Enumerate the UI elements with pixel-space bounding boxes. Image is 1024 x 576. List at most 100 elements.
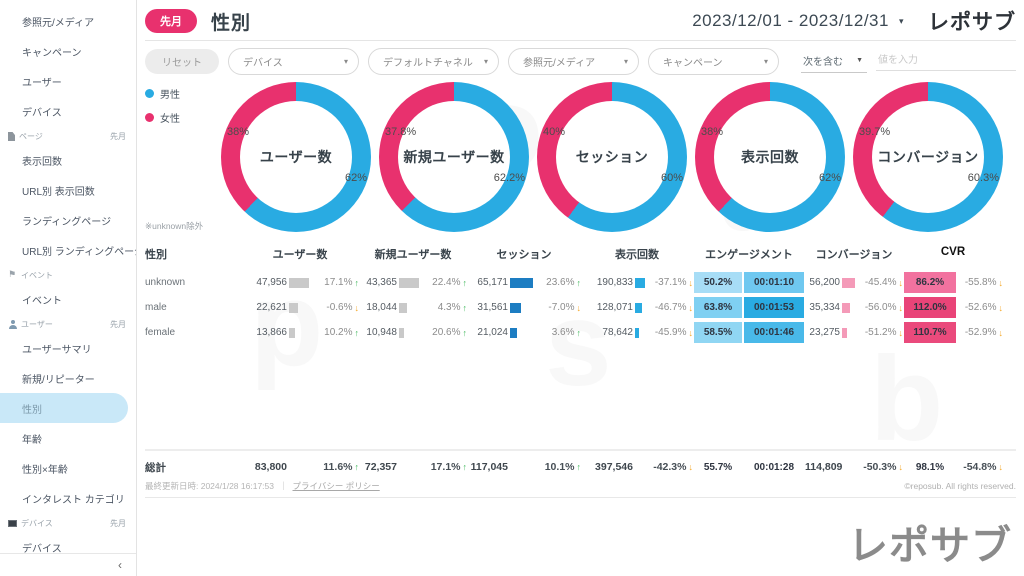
page-footer: 最終更新日時: 2024/1/28 16:17:53 ｜ プライバシー ポリシー… bbox=[145, 480, 1016, 498]
donut-female-percent: 38% bbox=[701, 125, 724, 138]
period-badge[interactable]: 先月 bbox=[145, 9, 197, 33]
change-percent-cell: -45.9% ↓ bbox=[654, 327, 693, 338]
sidebar-item[interactable]: イベント bbox=[22, 295, 62, 307]
sidebar-item[interactable]: 年齢 bbox=[22, 434, 42, 446]
sidebar-section: イベント bbox=[0, 265, 136, 284]
value-bar bbox=[289, 302, 298, 313]
donut-chart: セッション 40% 60% bbox=[537, 82, 687, 232]
value-bar bbox=[635, 277, 645, 288]
filter-bar: リセット デバイス ▾ デフォルトチャネル ▾ 参照元/メディア ▾ キャンペー… bbox=[145, 47, 1016, 75]
arrow-up-icon: ↑ bbox=[576, 277, 582, 288]
arrow-down-icon: ↓ bbox=[688, 462, 694, 472]
sidebar-section-label: デバイス bbox=[21, 519, 53, 528]
sidebar-item[interactable]: URL別 表示回数 bbox=[22, 186, 95, 198]
gender-table: 性別 ユーザー数 新規ユーザー数 セッション 表示回数 エンゲージメント コンバ… bbox=[145, 246, 1003, 345]
event-icon bbox=[8, 269, 17, 280]
donut-male-percent: 62% bbox=[344, 172, 367, 184]
donut-title: セッション bbox=[575, 149, 649, 165]
col-header-engagement: エンゲージメント bbox=[705, 249, 793, 261]
filter-dropdown-label: デバイス bbox=[243, 57, 283, 69]
change-percent-cell: 17.1% ↑ bbox=[324, 277, 360, 288]
legend-item-female: 女性 bbox=[145, 110, 209, 125]
sidebar-section-label: ページ bbox=[19, 132, 43, 141]
col-header-sessions: セッション bbox=[496, 249, 552, 261]
donut-chart: 表示回数 38% 62% bbox=[695, 82, 845, 232]
sidebar-item[interactable]: ランディングページ bbox=[22, 216, 112, 228]
footer-separator: ｜ bbox=[279, 481, 288, 491]
arrow-down-icon: ↓ bbox=[898, 327, 904, 338]
change-percent-cell: 20.6% ↑ bbox=[432, 327, 467, 338]
col-header-new-users: 新規ユーザー数 bbox=[374, 249, 452, 261]
date-range-picker[interactable]: 2023/12/01 - 2023/12/31 ▾ bbox=[692, 11, 904, 31]
donut-female-percent: 39.7% bbox=[859, 125, 891, 138]
privacy-policy-link[interactable]: プライバシー ポリシー bbox=[292, 481, 380, 491]
metric-value-cell: 43,365 bbox=[359, 277, 423, 288]
arrow-down-icon: ↓ bbox=[998, 302, 1004, 313]
metric-value-cell: 114,809 bbox=[805, 461, 843, 473]
male-legend-dot bbox=[145, 89, 154, 98]
sidebar-section-period: 先月 bbox=[110, 132, 126, 141]
donut-chart-section: 男性 女性 ※unknown除外 ユーザー数 38% 62% 新規ユーザー数 37.8%… bbox=[145, 82, 1016, 232]
chevron-down-icon: ▾ bbox=[898, 15, 904, 26]
value-bar bbox=[842, 327, 847, 338]
engagement-rate-cell: 63.8% bbox=[694, 297, 742, 318]
spacer bbox=[145, 345, 1016, 449]
row-label: unknown bbox=[145, 277, 186, 288]
arrow-up-icon: ↑ bbox=[354, 277, 360, 288]
value-bar bbox=[399, 302, 407, 313]
sidebar-item[interactable]: ユーザー bbox=[22, 77, 62, 89]
donut-title: 表示回数 bbox=[741, 149, 799, 165]
match-condition-select[interactable]: 次を含む ▼ bbox=[801, 49, 867, 73]
engagement-time-cell: 00:01:53 bbox=[744, 297, 804, 318]
filter-value-input[interactable] bbox=[876, 51, 1016, 71]
metric-value-cell: 397,546 bbox=[595, 461, 633, 473]
metric-value-cell: 190,833 bbox=[581, 277, 649, 288]
filter-dropdown-channel[interactable]: デフォルトチャネル ▾ bbox=[368, 47, 499, 75]
donut-chart: コンバージョン 39.7% 60.3% bbox=[853, 82, 1003, 232]
change-percent-cell: -45.4% ↓ bbox=[864, 277, 903, 288]
sidebar-section-period: 先月 bbox=[110, 519, 126, 528]
value-bar bbox=[289, 277, 309, 288]
filter-dropdown-campaign[interactable]: キャンペーン ▾ bbox=[648, 47, 779, 75]
row-label: 総計 bbox=[145, 461, 166, 474]
sidebar-item[interactable]: デバイス bbox=[22, 543, 62, 554]
arrow-down-icon: ↓ bbox=[688, 277, 694, 288]
engagement-time-cell: 00:01:46 bbox=[744, 322, 804, 343]
value-bar bbox=[842, 302, 850, 313]
arrow-up-icon: ↑ bbox=[462, 277, 468, 288]
filter-dropdown-source-media[interactable]: 参照元/メディア ▾ bbox=[508, 47, 639, 75]
sidebar-item[interactable]: 新規/リピーター bbox=[22, 374, 95, 386]
sidebar-item-active[interactable]: 性別 bbox=[0, 393, 128, 423]
sidebar-item[interactable]: 表示回数 bbox=[22, 156, 62, 168]
sidebar-item[interactable]: デバイス bbox=[22, 107, 62, 119]
change-percent-cell: 17.1% ↑ bbox=[430, 461, 467, 473]
metric-value-cell: 128,071 bbox=[581, 302, 649, 313]
col-header-cvr: CVR bbox=[940, 246, 966, 258]
donut-female-percent: 38% bbox=[227, 125, 250, 138]
sidebar-item[interactable]: 参照元/メディア bbox=[22, 17, 95, 29]
value-bar bbox=[510, 277, 533, 288]
change-percent-cell: 4.3% ↑ bbox=[437, 302, 467, 313]
sidebar-item[interactable]: キャンペーン bbox=[22, 47, 82, 59]
sidebar-item[interactable]: 性別×年齢 bbox=[22, 464, 68, 476]
arrow-down-icon: ↓ bbox=[998, 462, 1004, 472]
total-row-wrap: 総計 83,800 11.6% ↑ 72,357 17.1% ↑ 117,045 10.1% ↑ 3… bbox=[145, 449, 1016, 478]
donut-male-percent: 60.3% bbox=[967, 172, 999, 184]
sidebar-collapse-button[interactable]: ‹ bbox=[0, 553, 136, 576]
chevron-down-icon: ▾ bbox=[483, 56, 488, 66]
table-body: unknown 47,956 17.1% ↑ 43,365 22.4% ↑ 65,171 23.… bbox=[145, 270, 1003, 345]
copyright: ©reposub. All rights reserved. bbox=[904, 481, 1016, 491]
reset-button[interactable]: リセット bbox=[145, 48, 219, 74]
value-bar bbox=[635, 302, 642, 313]
sidebar-item[interactable]: インタレスト カテゴリ bbox=[22, 494, 125, 506]
donut-male-percent: 60% bbox=[660, 172, 683, 184]
sidebar-item[interactable]: ユーザーサマリ bbox=[22, 344, 92, 356]
filter-dropdown-device[interactable]: デバイス ▾ bbox=[228, 47, 359, 75]
col-header-gender: 性別 bbox=[145, 249, 167, 261]
change-percent-cell: 22.4% ↑ bbox=[432, 277, 468, 288]
chart-legend: 男性 女性 ※unknown除外 bbox=[145, 82, 209, 232]
metric-value-cell: 13,866 bbox=[241, 327, 313, 338]
sidebar-item[interactable]: URL別 ランディングページ bbox=[22, 246, 136, 258]
chevron-down-icon: ▾ bbox=[763, 56, 768, 66]
arrow-down-icon: ↓ bbox=[898, 462, 904, 472]
